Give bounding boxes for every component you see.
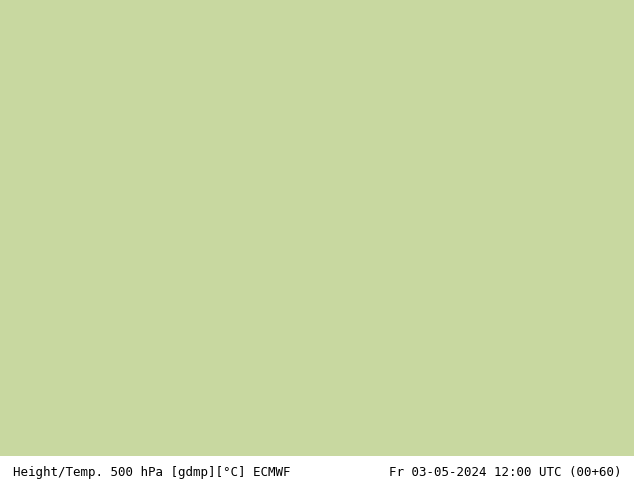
Text: Fr 03-05-2024 12:00 UTC (00+60): Fr 03-05-2024 12:00 UTC (00+60) [389, 466, 621, 479]
Text: Height/Temp. 500 hPa [gdmp][°C] ECMWF: Height/Temp. 500 hPa [gdmp][°C] ECMWF [13, 466, 290, 479]
